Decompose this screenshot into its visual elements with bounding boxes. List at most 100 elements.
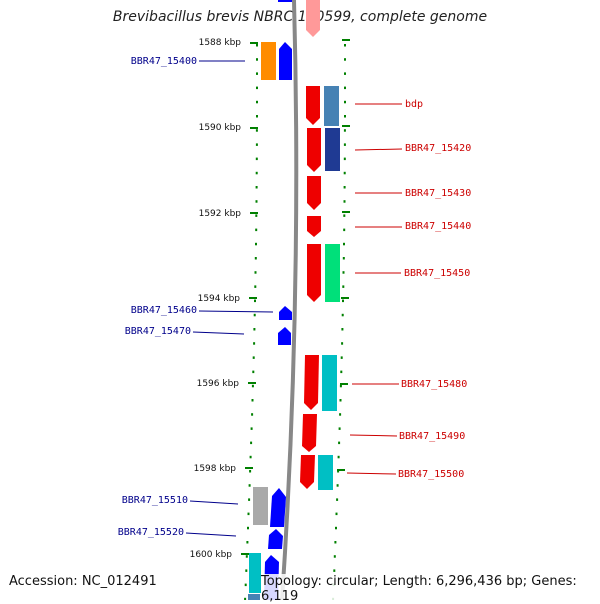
gene-label[interactable]: BBR47_15510: [122, 495, 188, 506]
track-dot: [247, 512, 250, 516]
gene-box-gray[interactable]: [253, 487, 268, 525]
track-dot: [342, 271, 345, 274]
track-dot: [336, 498, 339, 501]
gene-label[interactable]: BBR47_15420: [405, 143, 471, 154]
track-dot: [256, 44, 258, 47]
gene-arrow-blue[interactable]: [268, 529, 283, 549]
track-dot: [342, 257, 345, 260]
gene-label[interactable]: BBR47_15450: [404, 268, 470, 279]
track-dot: [255, 228, 258, 232]
track-dot: [340, 356, 343, 359]
gene-box-cyan[interactable]: [318, 455, 333, 490]
track-dot: [333, 555, 336, 558]
track-dot: [255, 143, 258, 146]
track-dot: [344, 86, 346, 90]
gene-arrow-red[interactable]: [307, 176, 321, 210]
track-dot: [340, 370, 343, 374]
track-dot: [334, 541, 337, 544]
track-dot: [256, 58, 258, 61]
right-features: [300, 0, 340, 490]
gene-box-orange[interactable]: [261, 42, 276, 80]
gene-label[interactable]: BBR47_15400: [131, 56, 197, 67]
track-dot: [338, 441, 341, 445]
track-dot: [344, 115, 346, 118]
scale-tick-label: 1592 kbp: [199, 209, 242, 219]
gene-arrow-blue[interactable]: [279, 42, 292, 80]
right-labels: bdp BBR47_15420 BBR47_15430 BBR47_15440 …: [346, 99, 471, 480]
track-dot: [339, 413, 342, 416]
gene-arrow-red[interactable]: [307, 128, 321, 172]
track-dot: [251, 384, 254, 388]
track-dot: [337, 470, 340, 473]
gene-arrow-red[interactable]: [307, 244, 321, 302]
track-dot: [253, 313, 256, 317]
track-dot: [343, 214, 346, 217]
track-dot: [343, 186, 346, 189]
track-dot: [256, 86, 258, 90]
gene-arrow-red[interactable]: [302, 414, 317, 452]
gene-label[interactable]: BBR47_15440: [405, 221, 471, 232]
label-connector: [185, 532, 237, 537]
gene-arrow-red[interactable]: [306, 86, 320, 125]
gene-arrow-red[interactable]: [307, 216, 321, 237]
track-dot: [255, 214, 258, 217]
gene-box-green[interactable]: [325, 244, 340, 302]
track-dot: [250, 441, 253, 445]
track-dot: [247, 526, 249, 530]
gene-box-navy[interactable]: [325, 128, 340, 171]
gene-label[interactable]: BBR47_15430: [405, 188, 471, 199]
track-dot: [256, 72, 258, 75]
gene-box-blue[interactable]: [248, 594, 260, 600]
track-dot: [255, 157, 258, 161]
gene-arrow-pink[interactable]: [306, 0, 320, 37]
track-dot: [253, 342, 256, 345]
track-dot: [335, 512, 338, 516]
track-dot: [344, 44, 346, 47]
track-dot: [344, 58, 346, 61]
gene-label[interactable]: BBR47_15490: [399, 431, 465, 442]
gene-box-cyan[interactable]: [322, 355, 337, 411]
track-dot: [250, 427, 253, 430]
gene-arrow-red[interactable]: [300, 455, 315, 489]
label-connector: [349, 434, 398, 437]
scale-tick-label: 1598 kbp: [194, 464, 237, 474]
gene-box-steel[interactable]: [324, 86, 339, 126]
track-dot: [344, 100, 346, 104]
scale-ticks: 1588 kbp 1590 kbp 1592 kbp 1594 kbp 1596…: [190, 38, 258, 560]
track-dot: [244, 597, 247, 600]
track-dot: [256, 115, 258, 118]
gene-label[interactable]: BBR47_15520: [118, 527, 184, 538]
track-dot: [255, 171, 258, 175]
track-dot: [342, 285, 345, 288]
track-dot: [254, 271, 257, 274]
track-dot: [343, 200, 346, 203]
gene-label[interactable]: bdp: [405, 99, 423, 110]
track-dot: [254, 257, 257, 260]
gene-label[interactable]: BBR47_15460: [131, 305, 197, 316]
track-dot: [338, 427, 341, 430]
gene-label[interactable]: BBR47_15470: [125, 326, 191, 337]
track-dot: [248, 498, 251, 501]
track-dot: [341, 328, 344, 331]
gene-arrow-blue[interactable]: [270, 488, 286, 527]
gene-box-cyan[interactable]: [249, 553, 261, 593]
track-dot: [336, 484, 339, 487]
track-dot: [343, 129, 346, 132]
label-connector: [192, 331, 245, 335]
track-dot: [249, 470, 252, 473]
track-dot: [245, 555, 248, 558]
label-connector: [189, 500, 239, 505]
gene-arrow-blue[interactable]: [278, 327, 291, 345]
gene-arrow-red[interactable]: [304, 355, 319, 410]
track-dot: [255, 200, 258, 203]
gene-label[interactable]: BBR47_15500: [398, 469, 464, 480]
label-connector: [346, 472, 397, 475]
track-dot: [343, 171, 346, 175]
track-dot: [342, 299, 344, 303]
gene-arrow-blue[interactable]: [279, 306, 292, 320]
left-labels: BBR47_15400 BBR47_15460 BBR47_15470 BBR4…: [118, 56, 274, 538]
track-dot: [249, 455, 252, 459]
gene-label[interactable]: BBR47_15480: [401, 379, 467, 390]
gene-arrow-blue[interactable]: [278, 0, 292, 2]
